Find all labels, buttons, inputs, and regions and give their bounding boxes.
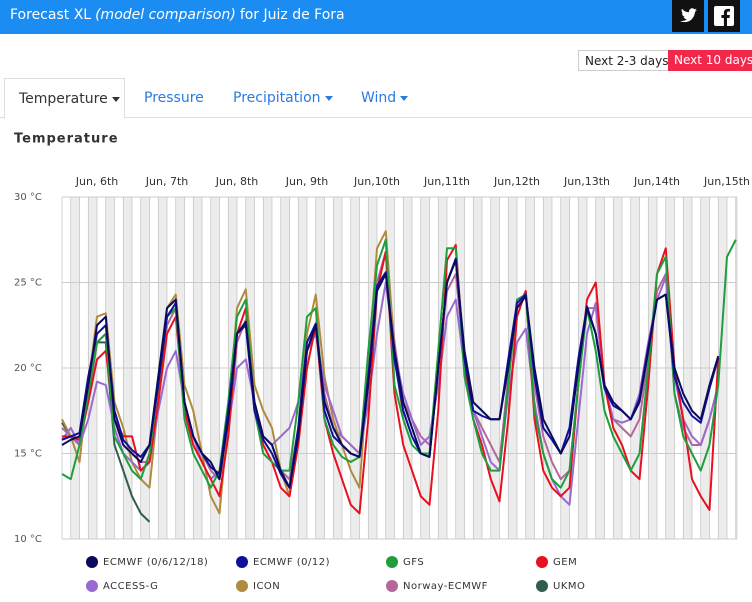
legend-marker: [86, 556, 98, 568]
legend-marker: [386, 580, 398, 592]
series-line: [61, 238, 737, 489]
header-title: Forecast XL (model comparison) for Juiz de…: [10, 0, 345, 30]
y-tick-label: 30 °C: [14, 192, 42, 203]
location: for Juiz de Fora: [239, 7, 345, 23]
tab-label: Wind: [361, 90, 397, 106]
y-tick-label: 15 °C: [14, 449, 42, 460]
y-tick-label: 20 °C: [14, 363, 42, 374]
x-tick-label: Jun, 6th: [75, 175, 118, 188]
x-tick-label: Jun,10th: [353, 175, 400, 188]
tab-label: Temperature: [19, 91, 108, 107]
x-tick-label: Jun, 7th: [145, 175, 188, 188]
x-tick-label: Jun, 9th: [285, 175, 328, 188]
legend-label: ACCESS-G: [103, 581, 158, 592]
facebook-icon: [714, 6, 734, 26]
x-tick-label: Jun, 8th: [215, 175, 258, 188]
tab[interactable]: Wind: [361, 78, 409, 118]
x-tick-label: Jun,13th: [563, 175, 610, 188]
tab-label: Precipitation: [233, 90, 321, 106]
range-button[interactable]: Next 2-3 days: [578, 50, 676, 71]
legend-marker: [536, 556, 548, 568]
tab-active[interactable]: Temperature: [4, 78, 125, 119]
legend-label: Norway-ECMWF: [403, 581, 488, 592]
tab-divider: [0, 117, 752, 118]
range-button-active[interactable]: Next 10 days: [668, 50, 752, 71]
legend-marker: [536, 580, 548, 592]
tab[interactable]: Pressure: [144, 78, 204, 118]
legend-label: ECMWF (0/12): [253, 557, 330, 568]
twitter-button[interactable]: [672, 0, 704, 32]
tab[interactable]: Precipitation: [233, 78, 333, 118]
facebook-button[interactable]: [708, 0, 740, 32]
x-tick-label: Jun,11th: [423, 175, 470, 188]
legend-label: ICON: [253, 581, 280, 592]
header: Forecast XL (model comparison) for Juiz de…: [0, 0, 752, 34]
legend-marker: [86, 580, 98, 592]
chart-title: Temperature: [14, 132, 119, 147]
series-line: [61, 259, 720, 489]
subtitle: (model comparison): [95, 7, 236, 23]
legend-marker: [236, 556, 248, 568]
y-tick-label: 25 °C: [14, 278, 42, 289]
title: Forecast XL: [10, 7, 92, 23]
y-tick-label: 10 °C: [14, 534, 42, 545]
x-tick-label: Jun,15th: [703, 175, 750, 188]
legend-label: UKMO: [553, 581, 585, 592]
legend-label: GFS: [403, 557, 424, 568]
legend-label: ECMWF (0/6/12/18): [103, 557, 208, 568]
x-tick-label: Jun,12th: [493, 175, 540, 188]
legend-label: GEM: [553, 557, 577, 568]
twitter-icon: [680, 8, 697, 23]
legend-marker: [236, 580, 248, 592]
tab-label: Pressure: [144, 90, 204, 106]
legend-marker: [386, 556, 398, 568]
x-tick-label: Jun,14th: [633, 175, 680, 188]
